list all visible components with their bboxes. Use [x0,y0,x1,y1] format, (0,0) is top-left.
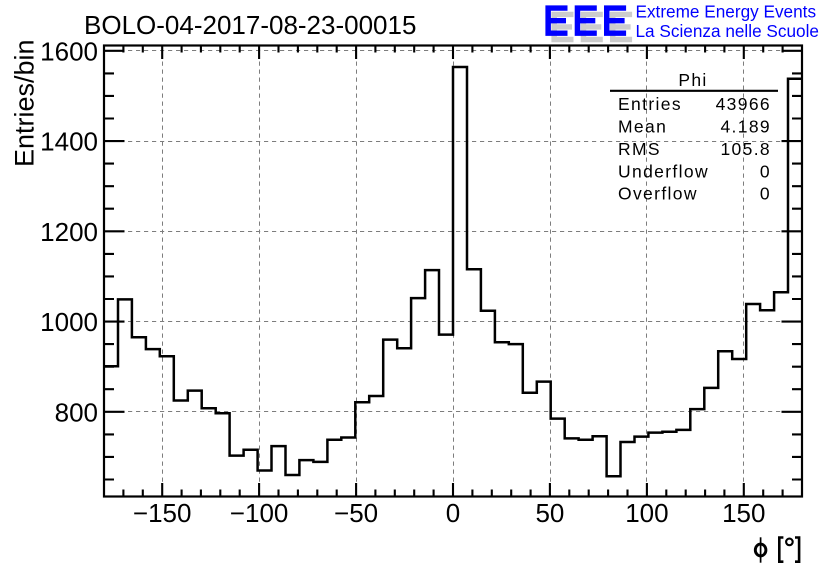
svg-text:−100: −100 [230,498,289,528]
svg-text:800: 800 [55,397,98,427]
svg-text:1600: 1600 [40,36,98,66]
svg-text:0: 0 [760,184,771,204]
svg-text:0: 0 [446,498,460,528]
svg-text:Underflow: Underflow [618,162,709,182]
svg-text:Phi: Phi [678,70,707,90]
svg-text:Entries/bin: Entries/bin [10,39,40,167]
svg-text:La Scienza nelle Scuole: La Scienza nelle Scuole [636,21,819,41]
svg-text:0: 0 [760,162,771,182]
svg-text:Overflow: Overflow [618,184,698,204]
svg-text:105.8: 105.8 [720,139,771,159]
svg-text:RMS: RMS [618,139,661,159]
svg-text:Mean: Mean [618,117,667,137]
svg-text:150: 150 [722,498,765,528]
svg-text:1000: 1000 [40,307,98,337]
svg-text:Entries: Entries [618,94,682,114]
svg-text:Extreme Energy Events: Extreme Energy Events [636,2,817,22]
svg-text:43966: 43966 [716,94,771,114]
svg-text:4.189: 4.189 [720,117,771,137]
svg-text:100: 100 [625,498,668,528]
svg-text:−50: −50 [334,498,378,528]
svg-text:BOLO-04-2017-08-23-00015: BOLO-04-2017-08-23-00015 [84,10,416,40]
svg-text:1200: 1200 [40,217,98,247]
svg-text:50: 50 [535,498,564,528]
svg-text:−150: −150 [133,498,192,528]
svg-text:1400: 1400 [40,127,98,157]
